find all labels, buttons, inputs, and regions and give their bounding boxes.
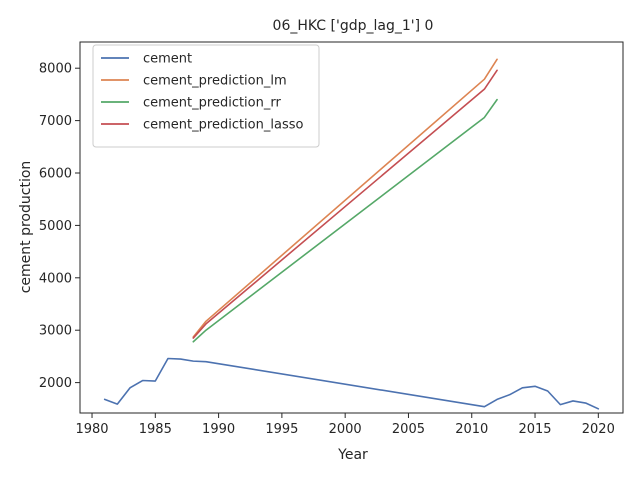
series-layer: [103, 58, 600, 410]
series-line-cement-prediction-rr: [192, 98, 498, 343]
legend-entry: cement_prediction_rr: [143, 96, 281, 111]
legend-entry: cement_prediction_lm: [143, 74, 287, 89]
y-axis-label: cement production: [18, 161, 34, 294]
y-tick-label: 5000: [39, 219, 72, 234]
x-tick-label: 2005: [392, 422, 425, 437]
legend-entry: cement_prediction_lasso: [143, 118, 303, 133]
y-tick-label: 7000: [39, 114, 72, 129]
plot-frame: [79, 41, 624, 414]
x-tick-label: 2010: [455, 422, 488, 437]
y-tick-label: 6000: [39, 167, 72, 182]
x-tick-label: 2000: [329, 422, 362, 437]
x-tick-label: 1995: [265, 422, 298, 437]
y-tick-label: 4000: [39, 271, 72, 286]
legend: cement cement_prediction_lm cement_predict…: [92, 44, 320, 148]
x-tick-label: 2020: [582, 422, 615, 437]
y-tick-label: 8000: [39, 62, 72, 77]
x-tick-label: 1985: [139, 422, 172, 437]
series-line-cement: [103, 357, 600, 410]
x-tick-label: 1980: [75, 422, 108, 437]
axes-layer: 1980 1985 1990 1995 2000 2005 2010 2015 2020 2000…: [39, 41, 624, 437]
x-tick-label: 2015: [518, 422, 551, 437]
series-line-cement-prediction-lasso: [192, 69, 498, 339]
chart-title: 06_HKC ['gdp_lag_1'] 0: [273, 18, 434, 34]
x-axis-label: Year: [337, 447, 368, 463]
x-tick-label: 1990: [202, 422, 235, 437]
y-tick-label: 2000: [39, 376, 72, 391]
legend-entry: cement: [143, 52, 192, 67]
y-tick-label: 3000: [39, 324, 72, 339]
series-line-cement-prediction-lm: [192, 58, 498, 338]
legend-box: [92, 44, 320, 148]
